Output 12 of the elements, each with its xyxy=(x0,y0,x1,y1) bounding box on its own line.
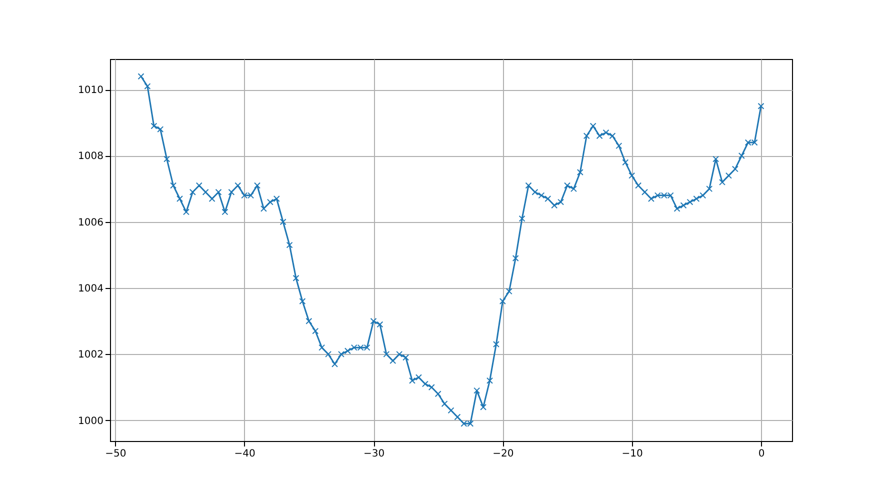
y-tick-label: 1002 xyxy=(78,350,104,361)
x-tick-label: 0 xyxy=(758,448,765,460)
y-tick-label: 1004 xyxy=(78,284,104,295)
x-tick-label: −20 xyxy=(492,448,514,460)
x-tick-label: −50 xyxy=(105,448,126,460)
x-tick-label: −40 xyxy=(234,448,256,460)
y-tick-label: 1008 xyxy=(78,151,104,162)
y-tick-label: 1000 xyxy=(78,416,104,427)
y-tick-label: 1010 xyxy=(78,85,104,96)
x-tick-label: −30 xyxy=(363,448,385,460)
x-tick-label: −10 xyxy=(622,448,643,460)
y-tick-label: 1006 xyxy=(78,217,104,228)
